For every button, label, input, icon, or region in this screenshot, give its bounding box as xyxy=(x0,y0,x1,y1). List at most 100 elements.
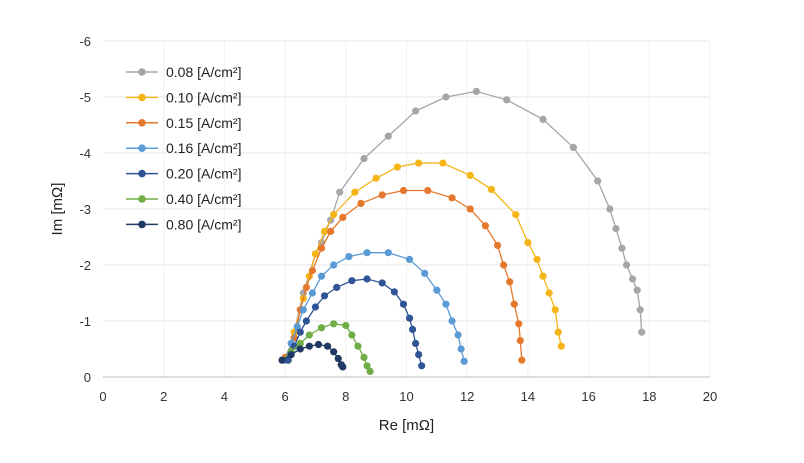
legend-marker xyxy=(138,195,146,203)
data-point xyxy=(408,325,417,333)
data-point xyxy=(472,87,480,95)
data-point xyxy=(320,292,329,300)
data-point xyxy=(305,342,313,350)
data-point xyxy=(551,306,559,314)
data-point xyxy=(317,244,326,252)
data-point xyxy=(333,283,341,291)
data-point xyxy=(457,345,465,353)
x-tick-label: 6 xyxy=(281,389,288,404)
legend-marker xyxy=(138,119,146,127)
data-point xyxy=(545,289,553,297)
data-point xyxy=(302,317,310,325)
legend-label: 0.15 [A/cm²] xyxy=(166,115,241,131)
x-tick-label: 2 xyxy=(160,389,167,404)
data-point xyxy=(348,277,356,285)
legend-item: 0.08 [A/cm²] xyxy=(126,64,241,80)
legend-marker xyxy=(138,169,146,178)
data-point xyxy=(500,261,508,269)
data-point xyxy=(412,339,420,347)
y-axis-ticks: 0 -1 -2 -3 -4 -5 -6 xyxy=(79,34,91,385)
data-point xyxy=(539,115,547,123)
data-point xyxy=(393,163,401,171)
y-tick-label: -3 xyxy=(79,202,91,217)
data-point xyxy=(622,261,631,269)
data-point xyxy=(327,227,335,235)
data-point xyxy=(302,283,310,291)
x-tick-label: 8 xyxy=(342,389,349,404)
data-point xyxy=(323,342,332,350)
data-point xyxy=(339,363,347,371)
series xyxy=(284,159,565,364)
data-point xyxy=(606,205,614,213)
x-tick-label: 10 xyxy=(399,389,413,404)
x-tick-label: 4 xyxy=(221,389,228,404)
data-point xyxy=(334,354,342,363)
data-point xyxy=(330,320,338,328)
data-point xyxy=(320,227,329,235)
y-tick-label: 0 xyxy=(84,370,91,385)
data-point xyxy=(493,241,502,249)
legend-item: 0.16 [A/cm²] xyxy=(126,140,241,156)
legend-label: 0.40 [A/cm²] xyxy=(166,191,241,207)
legend-label: 0.10 [A/cm²] xyxy=(166,89,241,105)
data-point xyxy=(418,362,426,370)
data-point xyxy=(442,300,450,308)
x-tick-label: 16 xyxy=(581,389,595,404)
data-point xyxy=(399,186,408,195)
data-point xyxy=(360,353,368,361)
legend-marker xyxy=(138,220,146,229)
data-point xyxy=(345,253,353,261)
data-point xyxy=(336,188,344,196)
data-point xyxy=(460,357,468,365)
data-point xyxy=(299,306,307,314)
data-point xyxy=(384,132,392,140)
data-point xyxy=(448,194,456,202)
data-point xyxy=(287,351,295,359)
data-point xyxy=(510,300,518,308)
x-tick-label: 14 xyxy=(521,389,535,404)
data-point xyxy=(594,177,602,185)
legend-marker xyxy=(138,68,146,76)
data-point xyxy=(354,342,362,350)
data-point xyxy=(506,278,514,286)
legend-marker xyxy=(138,144,146,152)
data-point xyxy=(405,255,414,263)
data-point xyxy=(442,93,450,101)
data-point xyxy=(539,272,547,280)
data-point xyxy=(399,300,408,308)
series-line xyxy=(287,162,562,361)
data-point xyxy=(518,356,526,364)
data-point xyxy=(366,367,374,375)
y-tick-label: -6 xyxy=(79,34,91,49)
legend-label: 0.20 [A/cm²] xyxy=(166,166,241,182)
plot-area xyxy=(278,87,646,375)
legend-marker xyxy=(138,93,146,102)
legend-label: 0.16 [A/cm²] xyxy=(166,140,241,156)
data-point xyxy=(412,107,420,115)
series xyxy=(278,320,374,375)
data-point xyxy=(330,211,338,219)
data-point xyxy=(512,211,520,219)
x-tick-label: 20 xyxy=(703,389,717,404)
y-tick-label: -5 xyxy=(79,90,91,105)
data-point xyxy=(448,317,456,325)
data-point xyxy=(636,306,644,314)
data-point xyxy=(466,171,474,179)
data-point xyxy=(415,351,423,359)
data-point xyxy=(466,205,474,213)
data-point xyxy=(305,331,313,339)
data-point xyxy=(421,269,429,277)
legend-item: 0.10 [A/cm²] xyxy=(126,89,241,105)
data-point xyxy=(481,222,490,230)
data-point xyxy=(278,356,286,364)
data-point xyxy=(503,96,511,104)
data-point xyxy=(612,225,620,233)
data-point xyxy=(296,328,304,336)
data-point xyxy=(317,324,326,332)
series xyxy=(278,340,347,371)
data-point xyxy=(569,143,578,151)
legend-item: 0.80 [A/cm²] xyxy=(126,216,241,232)
legend-item: 0.20 [A/cm²] xyxy=(126,166,241,182)
data-point xyxy=(308,267,317,275)
